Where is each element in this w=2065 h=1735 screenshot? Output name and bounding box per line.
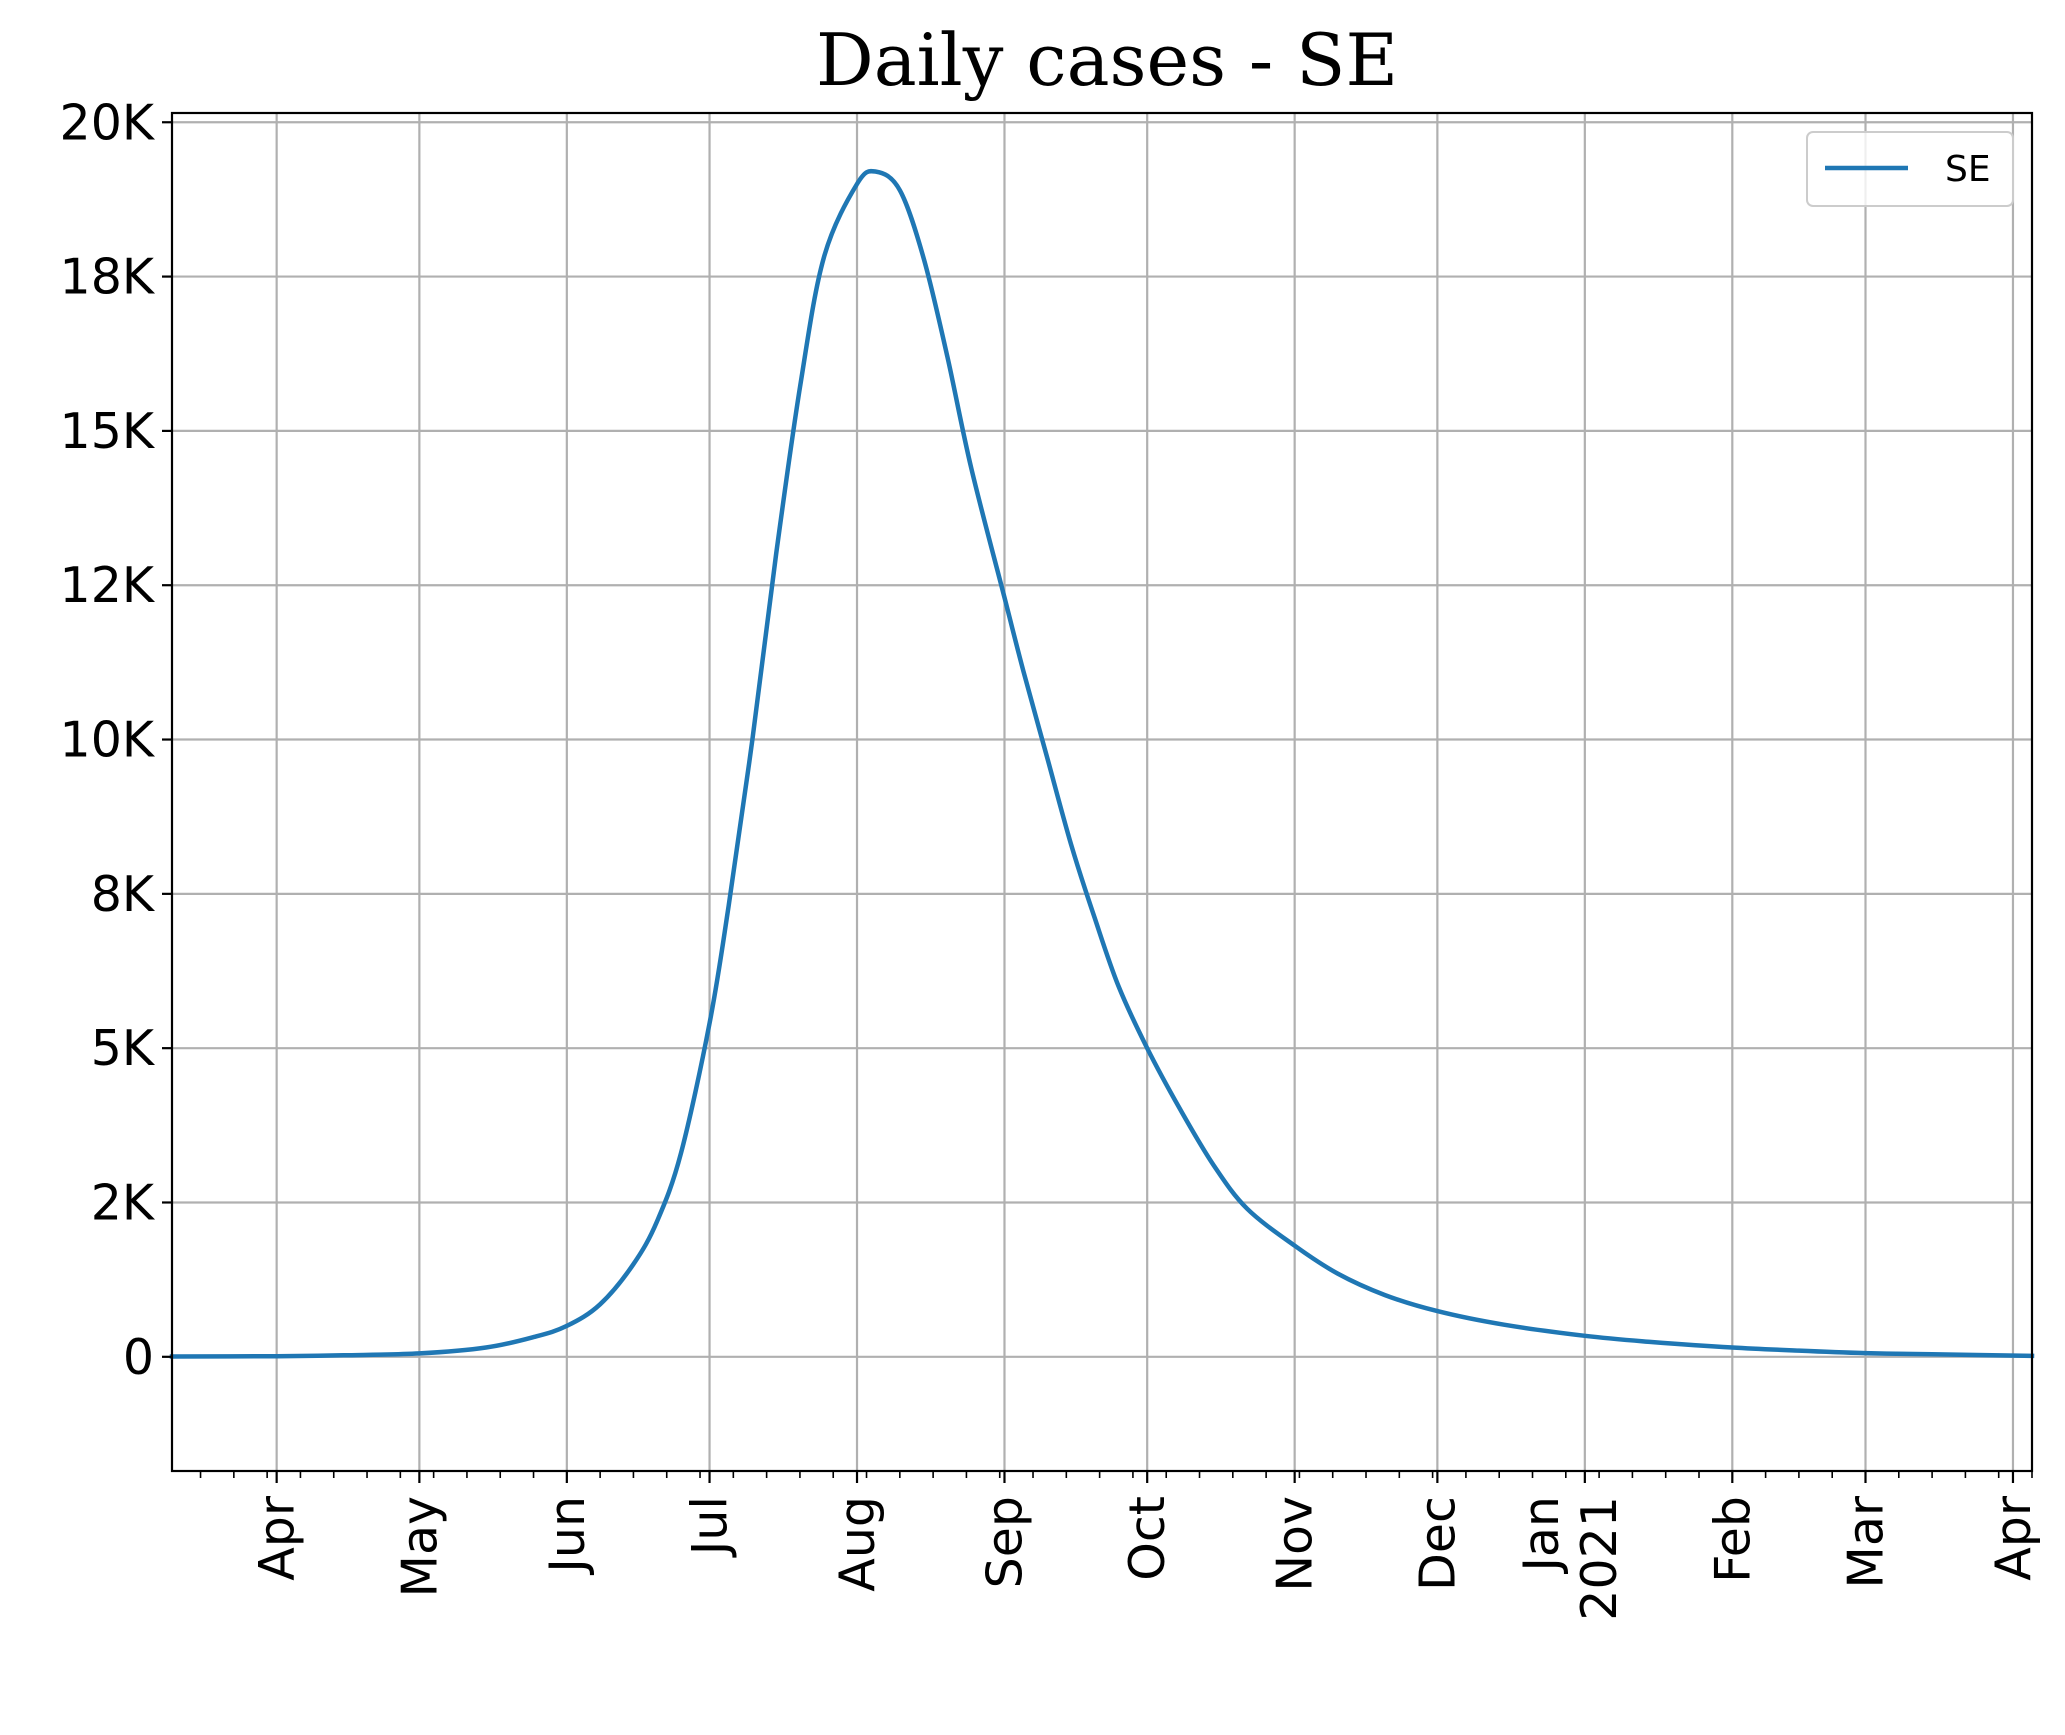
y-tick-label-2: 5K	[91, 1020, 156, 1077]
x-tick-label-7: Nov	[1267, 1496, 1324, 1592]
x-tick-label-10: Feb	[1704, 1496, 1761, 1583]
y-tick-label-6: 15K	[60, 403, 156, 460]
x-tick-label-6: Oct	[1119, 1496, 1176, 1581]
x-tick-label-11: Mar	[1838, 1495, 1895, 1588]
y-tick-label-3: 8K	[91, 866, 156, 923]
x-tick-label-3: Jul	[682, 1496, 739, 1558]
y-tick-label-5: 12K	[60, 557, 156, 614]
x-tick-year-label-9: 2021	[1571, 1496, 1628, 1621]
plot-frame	[170, 111, 2034, 1473]
y-tick-label-0: 0	[123, 1329, 154, 1386]
x-tick-label-1: May	[391, 1496, 448, 1597]
grid	[172, 113, 2032, 1471]
x-tick-label-0: Apr	[249, 1495, 306, 1581]
x-tick-label-2: Jun	[539, 1496, 596, 1576]
x-tick-label-5: Sep	[976, 1496, 1033, 1588]
plot-area	[172, 113, 2032, 1471]
x-axis: Apr May Jun Jul Aug Sep Oct Nov Dec Jan 2021 Feb Mar…	[199, 1471, 2042, 1621]
legend-frame	[1806, 131, 2014, 207]
legend-label-se: SE	[1945, 149, 1991, 190]
y-axis: 0 2K 5K 8K 10K 12K 15K 18K 20K	[60, 94, 172, 1386]
y-tick-label-8: 20K	[60, 94, 156, 151]
x-tick-label-12: Apr	[1985, 1495, 2042, 1581]
series-line-se	[169, 168, 2035, 1359]
x-tick-label-9: Jan	[1513, 1496, 1570, 1575]
x-tick-label-4: Aug	[829, 1496, 886, 1592]
y-tick-label-4: 10K	[60, 712, 156, 769]
legend: SE	[1806, 131, 2014, 207]
x-tick-label-8: Dec	[1409, 1496, 1466, 1591]
y-tick-label-1: 2K	[91, 1174, 156, 1231]
series-layer	[169, 168, 2035, 1359]
chart-title: Daily cases - SE	[816, 18, 1398, 102]
y-tick-label-7: 18K	[60, 249, 156, 306]
